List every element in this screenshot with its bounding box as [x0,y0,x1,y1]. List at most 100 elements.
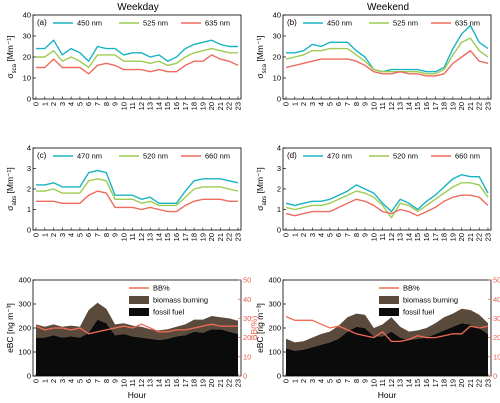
x-tick-label: 8 [102,233,111,237]
y-tick-label: 10 [273,74,281,83]
panel-label: (c) [37,151,47,160]
series-line-525-nm [285,37,489,75]
x-tick-label: 6 [334,379,343,383]
legend-label: BB% [403,284,420,293]
series-line-520-nm [36,178,239,207]
x-tick-label: 9 [111,233,120,237]
x-tick-label: 7 [343,379,352,383]
x-tick-label: 12 [387,233,396,241]
x-tick-label: 17 [431,379,440,387]
x-tick-label: 20 [207,233,216,241]
y-tick-label: 300 [268,300,281,309]
legend-swatch [129,296,149,304]
x-tick-label: 2 [299,102,308,106]
legend-label: 660 nm [205,152,230,161]
y-tick-label: 100 [18,348,31,357]
x-tick-label: 10 [119,102,128,110]
x-tick-label: 23 [234,233,243,241]
x-tick-label: 5 [75,233,84,237]
x-tick-label: 6 [84,379,93,383]
y2-tick-label: 20 [493,333,500,342]
y-axis-label: σsca [Mm⁻¹] [5,35,18,78]
y2-axis-label: BB(%) [249,316,259,341]
x-tick-label: 1 [40,102,49,106]
x-tick-label: 8 [352,379,361,383]
x-tick-label: 18 [440,102,449,110]
y-tick-label: 0 [27,372,31,381]
y-tick-label: 0 [277,95,281,104]
x-tick-label: 2 [49,102,58,106]
x-tick-label: 0 [282,379,291,383]
x-tick-label: 19 [448,379,457,387]
x-tick-label: 0 [32,379,41,383]
x-tick-label: 14 [404,102,413,110]
y2-tick-label: 0 [493,372,497,381]
y-tick-label: 100 [268,348,281,357]
x-tick-label: 13 [146,102,155,110]
x-tick-label: 21 [466,233,475,241]
x-tick-label: 10 [119,233,128,241]
x-tick-label: 18 [190,102,199,110]
x-tick-label: 7 [343,102,352,106]
x-tick-label: 19 [448,233,457,241]
panel-label: (a) [37,18,47,27]
x-tick-label: 20 [207,102,216,110]
x-tick-label: 14 [154,233,163,241]
x-tick-label: 22 [475,379,484,387]
legend-label: biomass burning [403,296,458,305]
legend-label: 450 nm [77,19,102,28]
x-tick-label: 3 [58,379,67,383]
y2-tick-label: 30 [243,314,251,323]
x-tick-label: 15 [413,233,422,241]
x-tick-label: 2 [49,233,58,237]
y2-tick-label: 50 [243,276,251,285]
legend-label: 470 nm [77,152,102,161]
x-tick-label: 20 [457,102,466,110]
x-tick-label: 23 [234,102,243,110]
x-tick-label: 21 [466,379,475,387]
series-line-520-nm [285,182,489,219]
legend-label: biomass burning [153,296,208,305]
y-tick-label: 1 [277,205,281,214]
x-tick-label: 3 [308,379,317,383]
legend-label: BB% [153,284,170,293]
y-tick-label: 0 [277,226,281,235]
x-tick-label: 7 [93,102,102,106]
x-tick-label: 6 [84,102,93,106]
x-tick-label: 1 [40,379,49,383]
y-tick-label: 10 [23,74,31,83]
x-tick-label: 19 [198,102,207,110]
x-tick-label: 23 [234,379,243,387]
x-tick-label: 21 [466,102,475,110]
x-tick-label: 17 [431,102,440,110]
x-tick-label: 17 [181,102,190,110]
y-tick-label: 300 [18,300,31,309]
y-axis-label: eBC [ng m⁻³] [255,303,265,353]
x-tick-label: 23 [484,379,493,387]
y-tick-label: 40 [23,11,31,20]
series-line-525-nm [36,47,238,69]
area-biomass-burning [286,308,488,351]
panel-label: (b) [287,18,297,27]
x-tick-label: 13 [396,102,405,110]
x-tick-label: 22 [475,102,484,110]
x-tick-label: 13 [396,379,405,387]
y-tick-label: 0 [27,95,31,104]
x-tick-label: 15 [413,102,422,110]
area-biomass-burning [36,302,238,340]
x-tick-label: 20 [457,379,466,387]
x-tick-label: 8 [102,102,111,106]
y-tick-label: 200 [18,324,31,333]
x-tick-label: 18 [440,233,449,241]
x-tick-label: 17 [181,233,190,241]
x-tick-label: 13 [146,233,155,241]
x-tick-label: 11 [378,233,387,241]
x-tick-label: 13 [146,379,155,387]
x-tick-label: 12 [387,379,396,387]
x-tick-label: 22 [225,233,234,241]
